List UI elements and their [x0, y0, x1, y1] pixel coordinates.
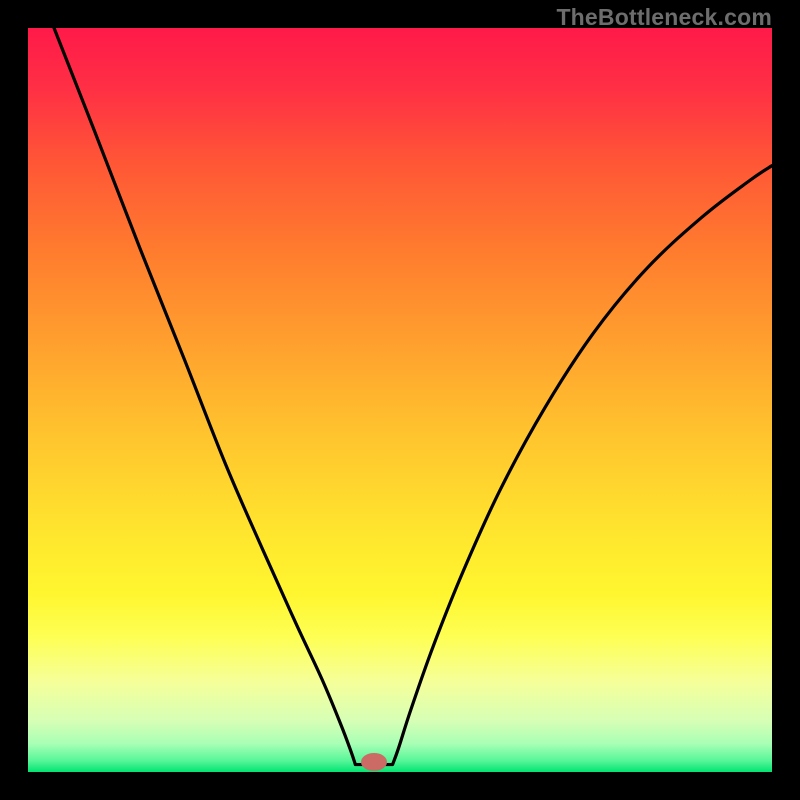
- bottleneck-marker: [361, 753, 387, 771]
- plot-area: [28, 28, 772, 772]
- watermark-text: TheBottleneck.com: [556, 4, 772, 31]
- v-curve: [28, 28, 772, 772]
- chart-container: TheBottleneck.com: [0, 0, 800, 800]
- curve-path: [54, 28, 772, 765]
